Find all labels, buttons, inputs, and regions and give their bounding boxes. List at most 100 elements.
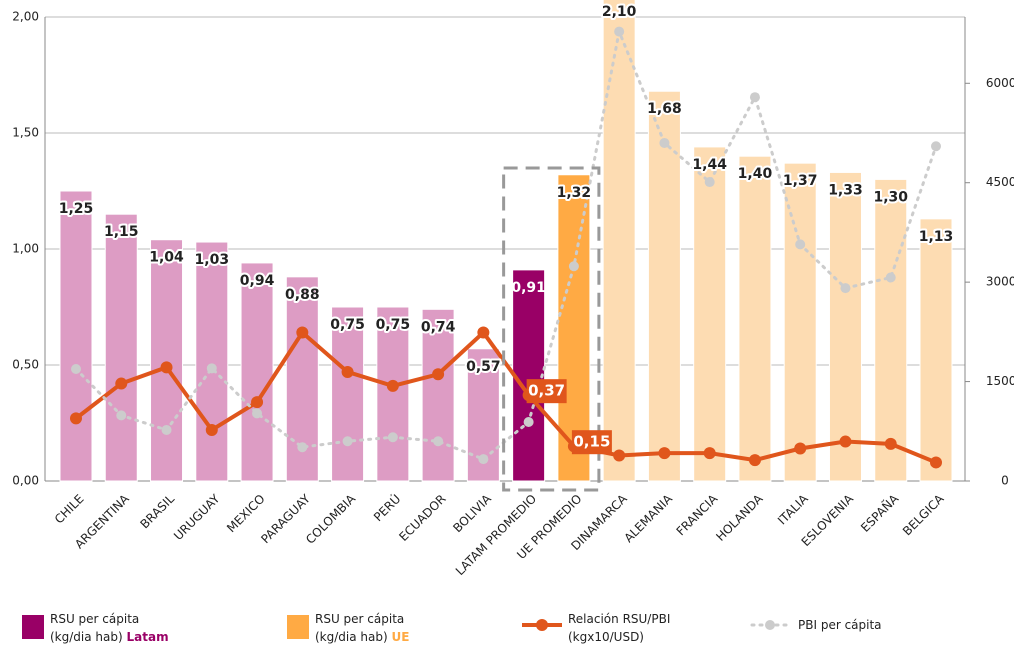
x-tick-label: COLOMBIA [303,491,359,547]
bar-value-label: 0,94 [240,273,275,289]
legend-label: (kgx10/USD) [568,630,644,644]
bar-value-label: 0,75 [376,317,411,333]
bar [150,239,184,482]
highlight-box [502,166,601,492]
bar [919,218,953,482]
ratio-point [296,326,309,339]
bar-value-label: 0,57 [466,359,501,375]
y2-tick-label: 60000 [986,76,1014,90]
bar [195,241,229,482]
gdp-point [297,442,308,453]
bar-value-label: 0,75 [330,317,365,333]
ratio-line [74,329,937,465]
bar-value-label: 0,74 [421,319,456,335]
ratio-point [477,326,490,339]
bar-value-label: 1,32 [557,185,592,201]
legend-text: RSU per cápita [315,612,404,626]
line-label-box [571,430,612,455]
bar [59,190,93,482]
legend-swatch [22,615,44,639]
legend-text: Relación RSU/PBI [568,612,670,626]
x-tick-label: FRANCIA [674,491,721,538]
y-tick-label: 1,50 [12,126,39,140]
gdp-point [523,417,534,428]
bar-value-label: 1,15 [104,224,139,240]
ratio-point [658,447,671,460]
line-label-box [526,379,567,404]
bar [331,306,365,482]
bar-value-label: 1,03 [195,252,230,268]
gdp-point [387,432,398,443]
bar-value-label: 0,91 [511,280,546,296]
gdp-point [840,283,851,294]
gdp-point [252,408,263,419]
gdp-point [206,363,217,374]
gdp-point [931,141,941,152]
bar [240,262,274,482]
ratio-point [70,412,82,425]
bar [602,0,636,482]
bar [783,162,817,482]
legend-text: RSU per cápita [50,612,139,626]
bar-value-label: 1,04 [149,250,184,266]
x-tick-label: ITALIA [775,491,811,527]
legend-label: (kg/dia hab) UE [315,630,409,644]
bar-value-label: 1,37 [783,173,818,189]
legend-label: RSU per cápita [50,612,139,626]
gdp-point [116,410,127,421]
legend-text: (kg/dia hab) [50,630,123,644]
ratio-point [794,442,807,455]
ratio-point [930,456,942,469]
y-tick-label: 1,00 [12,242,39,256]
legend-highlight: UE [392,630,410,644]
bar [693,146,727,482]
bar-value-label: 1,40 [738,166,773,182]
bar [557,174,591,482]
bar-value-label: 1,33 [828,182,863,198]
legend-label: PBI per cápita [798,618,882,632]
bar [104,213,138,482]
gdp-point [704,177,715,188]
gdp-point [885,272,896,283]
x-tick-label: MEXICO [224,492,268,536]
ratio-point [386,379,399,392]
ratio-point [432,368,445,381]
x-tick-label: BOLIVIA [450,491,494,535]
ratio-point [205,423,218,436]
ratio-point [613,449,626,462]
legend-swatch [287,615,309,639]
x-tick-label: ECUADOR [396,492,448,544]
x-tick-label: LATAM PROMEDIO [453,492,539,578]
gdp-line [74,26,938,461]
y-tick-label: 0,50 [12,358,39,372]
ratio-point [884,437,897,450]
ratio-point [160,361,173,374]
bar-value-label: 1,30 [873,189,908,205]
x-tick-label: BELGICA [900,491,947,538]
gdp-point [659,137,670,148]
legend-text: PBI per cápita [798,618,882,632]
y-tick-label: 2,00 [12,10,39,24]
legend-highlight: Latam [127,630,169,644]
bar [647,90,681,482]
x-tick-label: URUGUAY [171,491,223,543]
bar-value-label: 2,10 [602,4,637,20]
bar-value-label: 1,68 [647,101,682,117]
bar-value-label: 1,25 [59,201,94,217]
legend-text: (kg/dia hab) [315,630,388,644]
gdp-point [749,92,760,103]
ratio-point [251,396,264,409]
gdp-point [433,436,444,447]
gdp-point [795,239,806,250]
bar [421,308,455,482]
legend-label: (kg/dia hab) Latam [50,630,169,644]
bar [874,178,908,482]
y2-tick-label: 0 [1001,474,1009,488]
y2-tick-label: 15000 [986,374,1014,388]
line-value-label: 0,15 [573,433,610,451]
x-tick-label: PERÚ [370,491,403,524]
legend-label: Relación RSU/PBI [568,612,670,626]
bar [738,155,772,482]
ratio-point [839,435,852,448]
